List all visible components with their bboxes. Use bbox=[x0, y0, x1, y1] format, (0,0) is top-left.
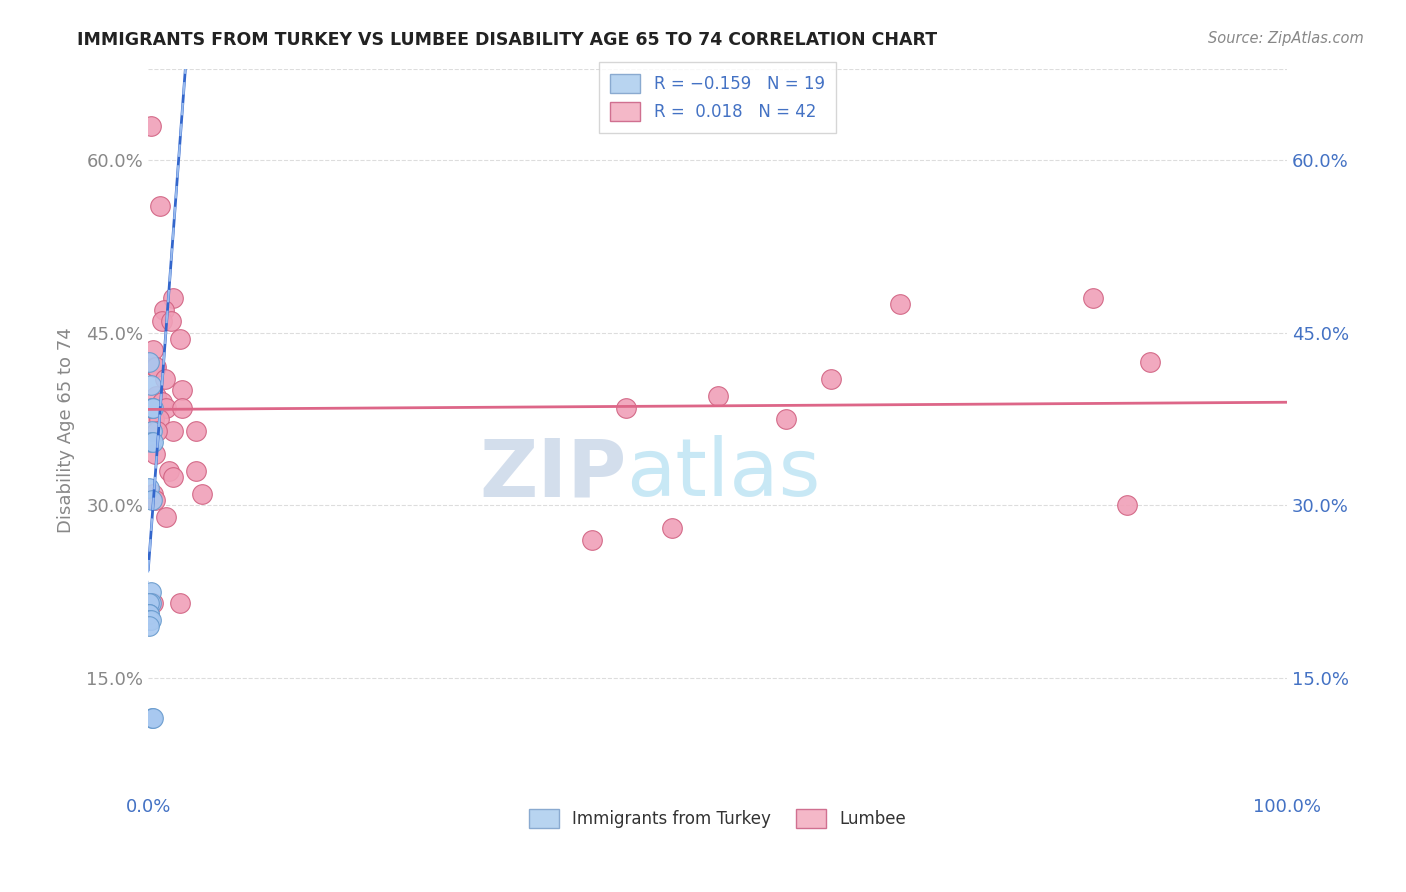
Y-axis label: Disability Age 65 to 74: Disability Age 65 to 74 bbox=[58, 327, 75, 533]
Point bbox=[160, 314, 183, 328]
Point bbox=[141, 492, 163, 507]
Point bbox=[150, 314, 173, 328]
Point bbox=[146, 424, 169, 438]
Point bbox=[153, 302, 176, 317]
Point bbox=[138, 607, 160, 622]
Point bbox=[172, 384, 194, 398]
Text: atlas: atlas bbox=[627, 435, 821, 513]
Point bbox=[169, 332, 191, 346]
Point bbox=[143, 360, 166, 375]
Point bbox=[138, 619, 160, 633]
Point bbox=[138, 613, 160, 627]
Point bbox=[139, 435, 162, 450]
Point bbox=[139, 596, 162, 610]
Point bbox=[145, 389, 167, 403]
Point bbox=[143, 412, 166, 426]
Point bbox=[141, 424, 163, 438]
Point bbox=[169, 596, 191, 610]
Point bbox=[172, 401, 194, 415]
Point bbox=[142, 596, 165, 610]
Point bbox=[141, 401, 163, 415]
Point bbox=[139, 377, 162, 392]
Point bbox=[142, 435, 165, 450]
Point bbox=[139, 119, 162, 133]
Point bbox=[162, 424, 184, 438]
Point bbox=[148, 412, 170, 426]
Point bbox=[155, 372, 177, 386]
Text: ZIP: ZIP bbox=[479, 435, 627, 513]
Point bbox=[162, 292, 184, 306]
Point bbox=[149, 199, 172, 213]
Point bbox=[581, 533, 603, 547]
Point bbox=[142, 711, 165, 725]
Point bbox=[1083, 292, 1105, 306]
Text: IMMIGRANTS FROM TURKEY VS LUMBEE DISABILITY AGE 65 TO 74 CORRELATION CHART: IMMIGRANTS FROM TURKEY VS LUMBEE DISABIL… bbox=[77, 31, 938, 49]
Point bbox=[138, 596, 160, 610]
Point bbox=[706, 389, 728, 403]
Point bbox=[616, 401, 638, 415]
Point bbox=[142, 487, 165, 501]
Point bbox=[142, 401, 165, 415]
Point bbox=[138, 481, 160, 495]
Point bbox=[889, 297, 911, 311]
Point bbox=[1139, 354, 1161, 368]
Point bbox=[775, 412, 797, 426]
Point bbox=[162, 469, 184, 483]
Point bbox=[150, 395, 173, 409]
Point bbox=[155, 509, 177, 524]
Point bbox=[145, 360, 167, 375]
Point bbox=[143, 492, 166, 507]
Point bbox=[143, 446, 166, 460]
Point bbox=[138, 607, 160, 622]
Point bbox=[141, 711, 163, 725]
Point bbox=[157, 464, 180, 478]
Text: Source: ZipAtlas.com: Source: ZipAtlas.com bbox=[1208, 31, 1364, 46]
Point bbox=[184, 424, 207, 438]
Point bbox=[1116, 498, 1139, 512]
Point bbox=[142, 343, 165, 358]
Point bbox=[661, 521, 683, 535]
Legend: Immigrants from Turkey, Lumbee: Immigrants from Turkey, Lumbee bbox=[522, 803, 912, 835]
Point bbox=[191, 487, 214, 501]
Point bbox=[820, 372, 842, 386]
Point bbox=[184, 464, 207, 478]
Point bbox=[139, 584, 162, 599]
Point bbox=[155, 401, 177, 415]
Point bbox=[138, 354, 160, 368]
Point bbox=[141, 401, 163, 415]
Point bbox=[139, 613, 162, 627]
